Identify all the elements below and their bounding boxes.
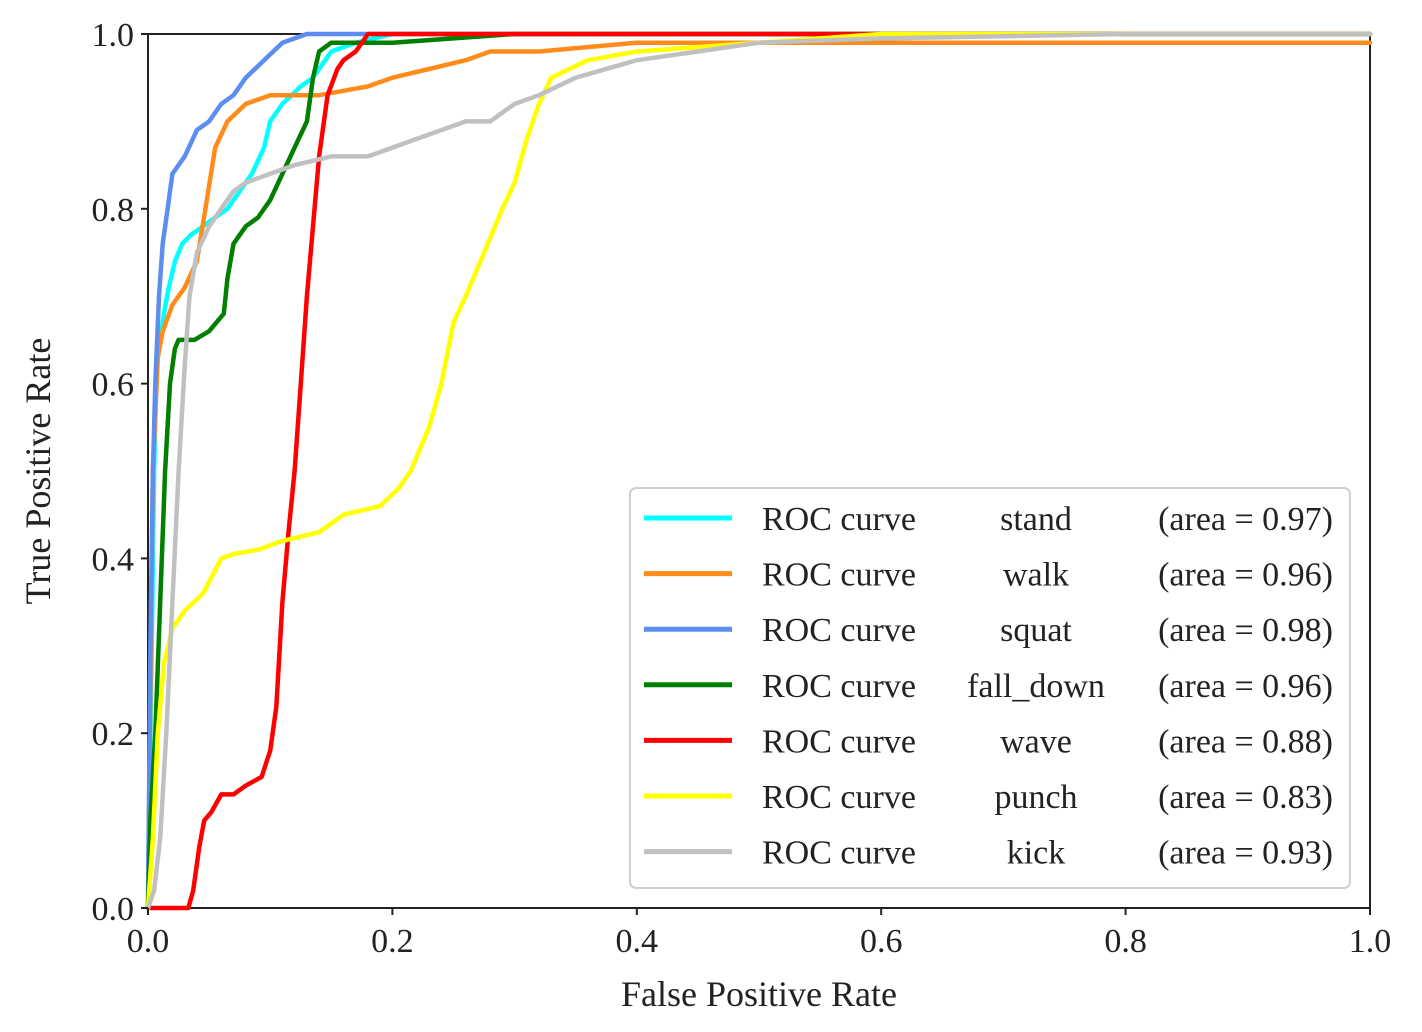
y-tick-label: 0.6	[92, 367, 135, 404]
roc-line-squat	[145, 31, 1373, 911]
legend-entry-walk: ROC curve walk (area = 0.96)	[644, 557, 1333, 594]
x-tick-label: 0.2	[371, 923, 414, 960]
y-tick-label: 0.0	[92, 891, 135, 928]
y-tick-label: 1.0	[92, 17, 135, 54]
x-tick-label: 1.0	[1349, 923, 1392, 960]
x-tick-label: 0.0	[127, 923, 170, 960]
legend-prefix: ROC curve	[762, 779, 916, 816]
x-tick-label: 0.8	[1104, 923, 1147, 960]
legend-class-name: wave	[1000, 723, 1072, 760]
legend-box	[629, 487, 1351, 889]
y-tick-label: 0.8	[92, 192, 135, 229]
legend-entry-kick: ROC curve kick (area = 0.93)	[644, 835, 1333, 872]
legend-area: (area = 0.96)	[1158, 557, 1333, 594]
legend-area: (area = 0.88)	[1158, 723, 1333, 760]
roc-line-wave	[145, 31, 1373, 911]
legend-entry-wave: ROC curve wave (area = 0.88)	[644, 723, 1333, 760]
y-tick-label: 0.2	[92, 716, 135, 753]
legend-prefix: ROC curve	[762, 835, 916, 872]
legend-entries: ROC curve stand (area = 0.97) ROC curve walk…	[644, 501, 1333, 872]
x-axis-label: False Positive Rate	[621, 974, 897, 1014]
y-tick-label: 0.4	[92, 541, 135, 578]
legend-area: (area = 0.93)	[1158, 835, 1333, 872]
legend-prefix: ROC curve	[762, 501, 916, 538]
legend-entry-squat: ROC curve squat (area = 0.98)	[644, 612, 1333, 649]
series-layer	[145, 31, 1373, 911]
legend-area: (area = 0.98)	[1158, 612, 1333, 649]
legend-entry-fall-down: ROC curve fall_down (area = 0.96)	[644, 668, 1333, 705]
legend-prefix: ROC curve	[762, 612, 916, 649]
legend-area: (area = 0.83)	[1158, 779, 1333, 816]
legend: ROC curve stand (area = 0.97) ROC curve walk…	[629, 487, 1351, 889]
legend-class-name: punch	[994, 779, 1077, 816]
y-axis-label: True Positive Rate	[18, 338, 58, 605]
legend-prefix: ROC curve	[762, 723, 916, 760]
y-axis-ticks: 0.0 0.2 0.4 0.6 0.8 1.0	[92, 17, 148, 928]
x-axis-ticks: 0.0 0.2 0.4 0.6 0.8 1.0	[127, 908, 1392, 960]
legend-class-name: squat	[1000, 612, 1072, 649]
roc-line-fall-down	[145, 31, 1373, 911]
legend-class-name: stand	[1000, 501, 1072, 538]
legend-prefix: ROC curve	[762, 668, 916, 705]
legend-prefix: ROC curve	[762, 557, 916, 594]
x-tick-label: 0.4	[616, 923, 659, 960]
x-tick-label: 0.6	[860, 923, 903, 960]
legend-class-name: kick	[1007, 835, 1066, 872]
roc-line-kick	[145, 31, 1373, 911]
legend-entry-stand: ROC curve stand (area = 0.97)	[644, 501, 1333, 538]
legend-area: (area = 0.97)	[1158, 501, 1333, 538]
legend-area: (area = 0.96)	[1158, 668, 1333, 705]
legend-class-name: walk	[1003, 557, 1069, 594]
legend-class-name: fall_down	[967, 668, 1105, 705]
roc-line-walk	[145, 40, 1373, 911]
legend-entry-punch: ROC curve punch (area = 0.83)	[644, 779, 1333, 816]
roc-line-punch	[145, 31, 1373, 911]
